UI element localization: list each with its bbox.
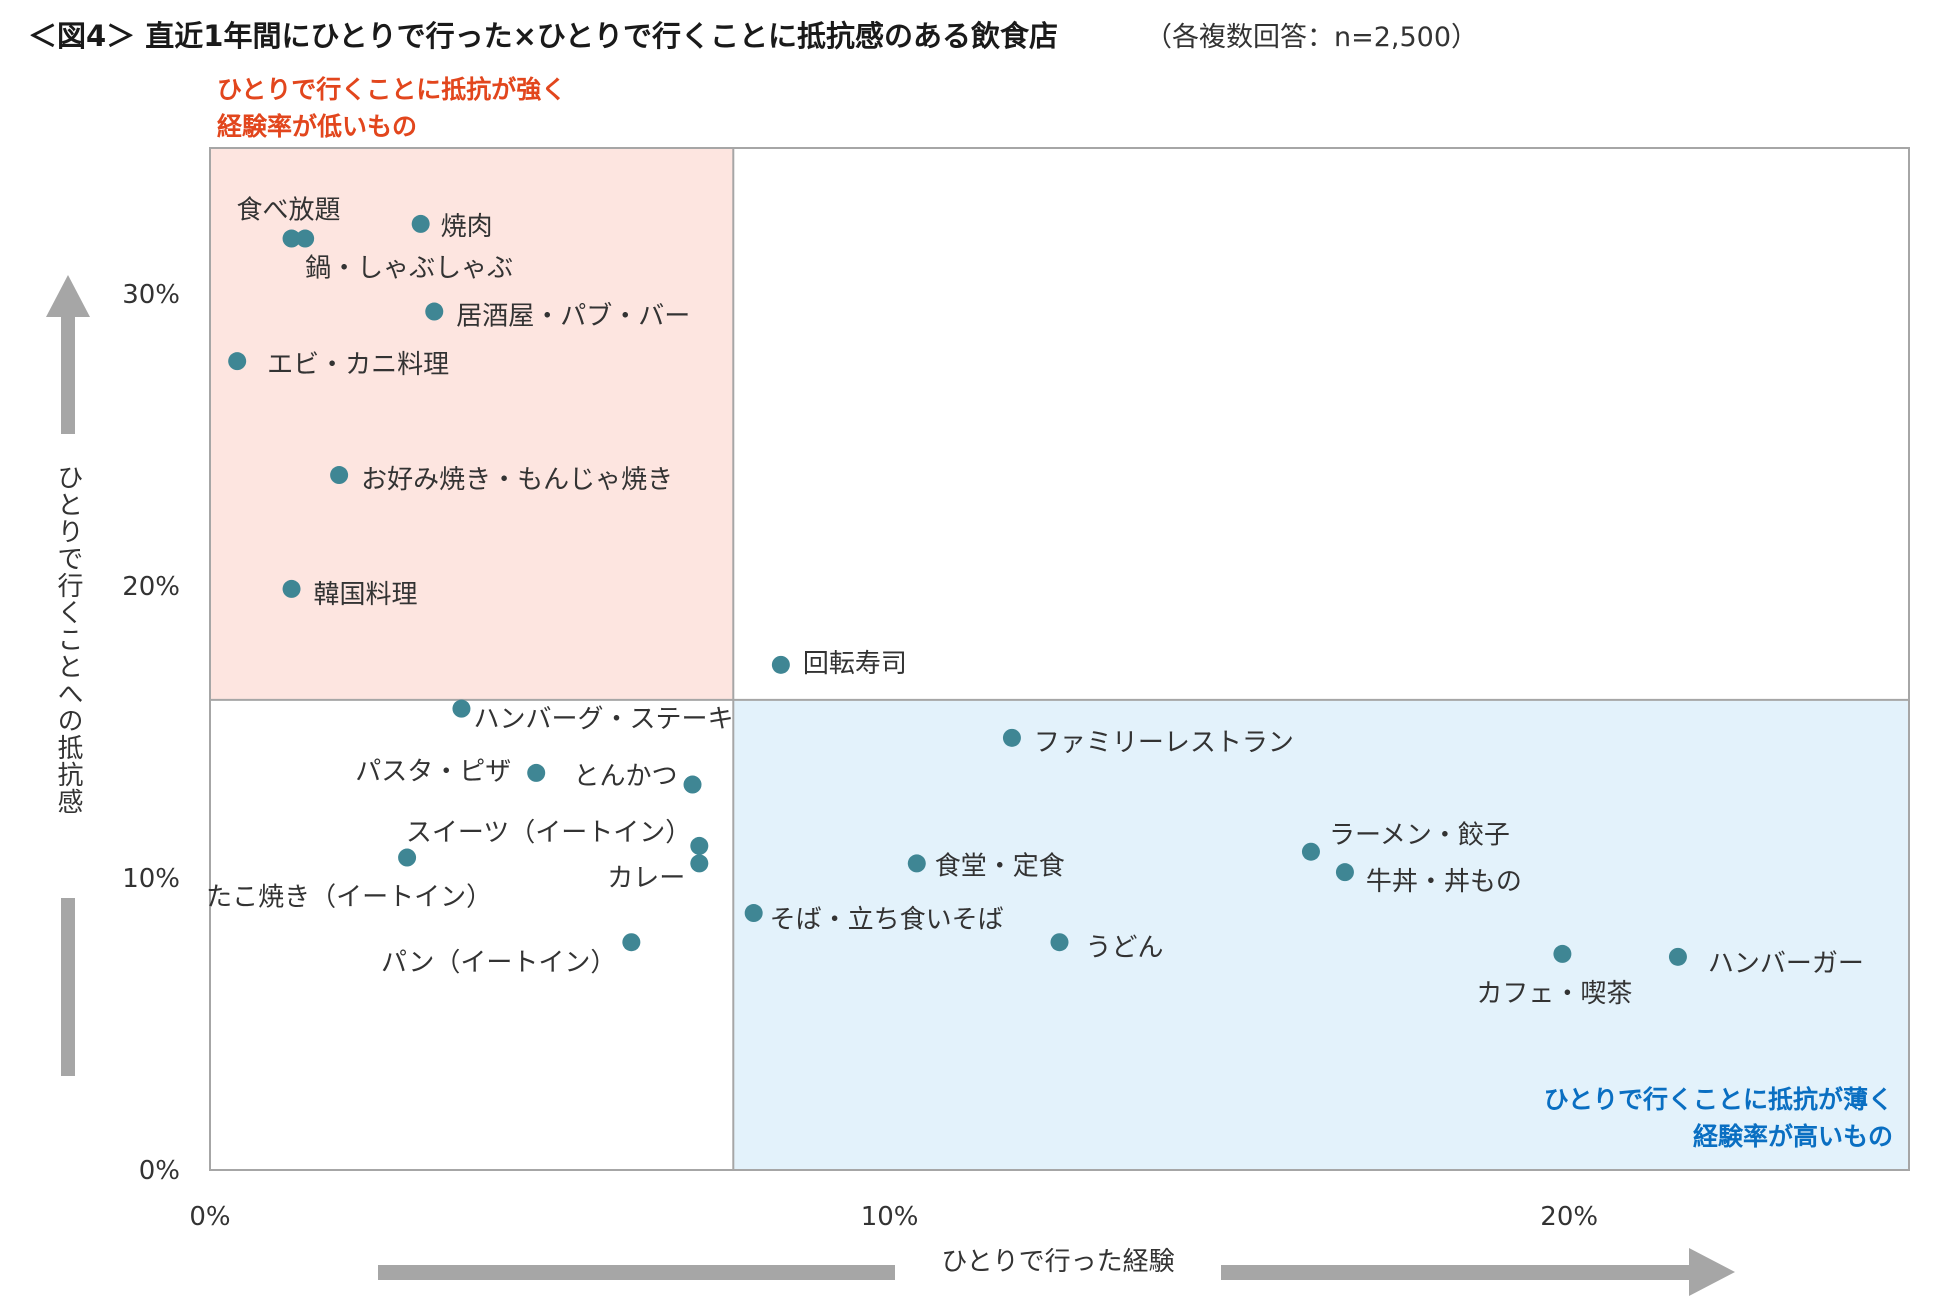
data-point-label: カフェ・喫茶 — [1476, 979, 1632, 1009]
data-point-label: そば・立ち食いそば — [770, 905, 1004, 935]
y-arrow-shaft-top — [61, 316, 75, 434]
data-point — [683, 775, 702, 794]
data-point-label: うどん — [1086, 933, 1164, 963]
tick-labels: 0% 10% 20% 0% 10% 20% 30% — [122, 280, 1598, 1232]
x-tick-label: 0% — [189, 1202, 230, 1232]
data-point-label: カレー — [607, 863, 685, 893]
data-point-label: 牛丼・丼もの — [1366, 867, 1522, 897]
quadrant-bottom-right-caption-1: ひとりで行くことに抵抗が薄く — [1544, 1085, 1893, 1114]
data-point-label: スイーツ（イートイン） — [406, 818, 691, 848]
data-point — [907, 854, 926, 873]
y-axis-title: ひとりで行くことへの抵抗感 — [53, 464, 83, 815]
data-point — [771, 655, 790, 674]
x-tick-label: 20% — [1540, 1202, 1598, 1232]
data-point-label: たこ焼き（イートイン） — [206, 883, 492, 913]
data-point-label: ラーメン・餃子 — [1329, 821, 1510, 851]
data-point-label: とんかつ — [574, 762, 678, 792]
chart-subtitle: （各複数回答：n=2,500） — [1145, 22, 1478, 53]
data-point — [282, 579, 301, 598]
data-point — [1301, 842, 1320, 861]
x-arrow-head — [1689, 1248, 1735, 1296]
data-point-label: 鍋・しゃぶしゃぶ — [305, 254, 513, 284]
data-point-label: パスタ・ピザ — [355, 757, 511, 787]
data-point — [452, 699, 471, 718]
data-point — [228, 352, 247, 371]
data-point-label: 食堂・定食 — [935, 851, 1065, 881]
quadrant-bottom-right-caption-2: 経験率が高いもの — [1693, 1122, 1893, 1151]
chart-title: ＜図4＞ 直近1年間にひとりで行った×ひとりで行くことに抵抗感のある飲食店 — [28, 19, 1058, 53]
data-point — [1002, 728, 1021, 747]
data-point-label: 居酒屋・パブ・バー — [456, 302, 690, 332]
y-arrow-head — [46, 275, 90, 317]
data-point — [1668, 947, 1687, 966]
quadrant-top-left-caption-1: ひとりで行くことに抵抗が強く — [217, 75, 566, 104]
y-axis-arrow — [46, 275, 90, 1076]
data-point-label: パン（イートイン） — [381, 948, 616, 978]
y-tick-label: 0% — [139, 1156, 180, 1186]
x-arrow-shaft-left — [378, 1265, 895, 1280]
data-points — [228, 214, 1687, 966]
plot-frame — [209, 147, 1910, 1171]
data-point — [622, 933, 641, 952]
data-point-label: 回転寿司 — [803, 649, 907, 679]
x-axis-title: ひとりで行った経験 — [941, 1247, 1174, 1277]
data-point — [282, 229, 301, 248]
data-point — [744, 904, 763, 923]
y-tick-label: 30% — [122, 280, 180, 310]
data-point — [1050, 933, 1069, 952]
data-point — [1553, 944, 1572, 963]
data-point-label: ハンバーガー — [1708, 949, 1864, 979]
data-point-label: ファミリーレストラン — [1034, 728, 1294, 758]
data-point — [425, 302, 444, 321]
data-point — [690, 854, 709, 873]
data-point — [527, 763, 546, 782]
data-point-label: エビ・カニ料理 — [267, 350, 449, 380]
x-arrow-shaft-right — [1221, 1265, 1691, 1280]
y-arrow-shaft-bottom — [61, 898, 75, 1076]
data-point — [296, 229, 315, 248]
quadrant-bottom-right-bg — [733, 699, 1909, 1170]
data-point — [690, 836, 709, 855]
data-point — [398, 848, 417, 867]
quadrant-top-left-caption-2: 経験率が低いもの — [217, 112, 417, 141]
x-tick-label: 10% — [861, 1202, 919, 1232]
data-point-label: お好み焼き・もんじゃ焼き — [361, 465, 673, 495]
x-axis-arrow — [378, 1248, 1735, 1296]
y-tick-label: 20% — [122, 572, 180, 602]
y-tick-label: 10% — [122, 864, 180, 894]
data-point — [1335, 863, 1354, 882]
data-point-label: 焼肉 — [441, 212, 493, 242]
data-point-label: ハンバーグ・ステーキ — [473, 705, 733, 735]
data-point — [330, 466, 349, 485]
data-point-label: 韓国料理 — [314, 580, 418, 610]
data-point-label: 食べ放題 — [237, 196, 341, 226]
data-point — [411, 214, 430, 233]
